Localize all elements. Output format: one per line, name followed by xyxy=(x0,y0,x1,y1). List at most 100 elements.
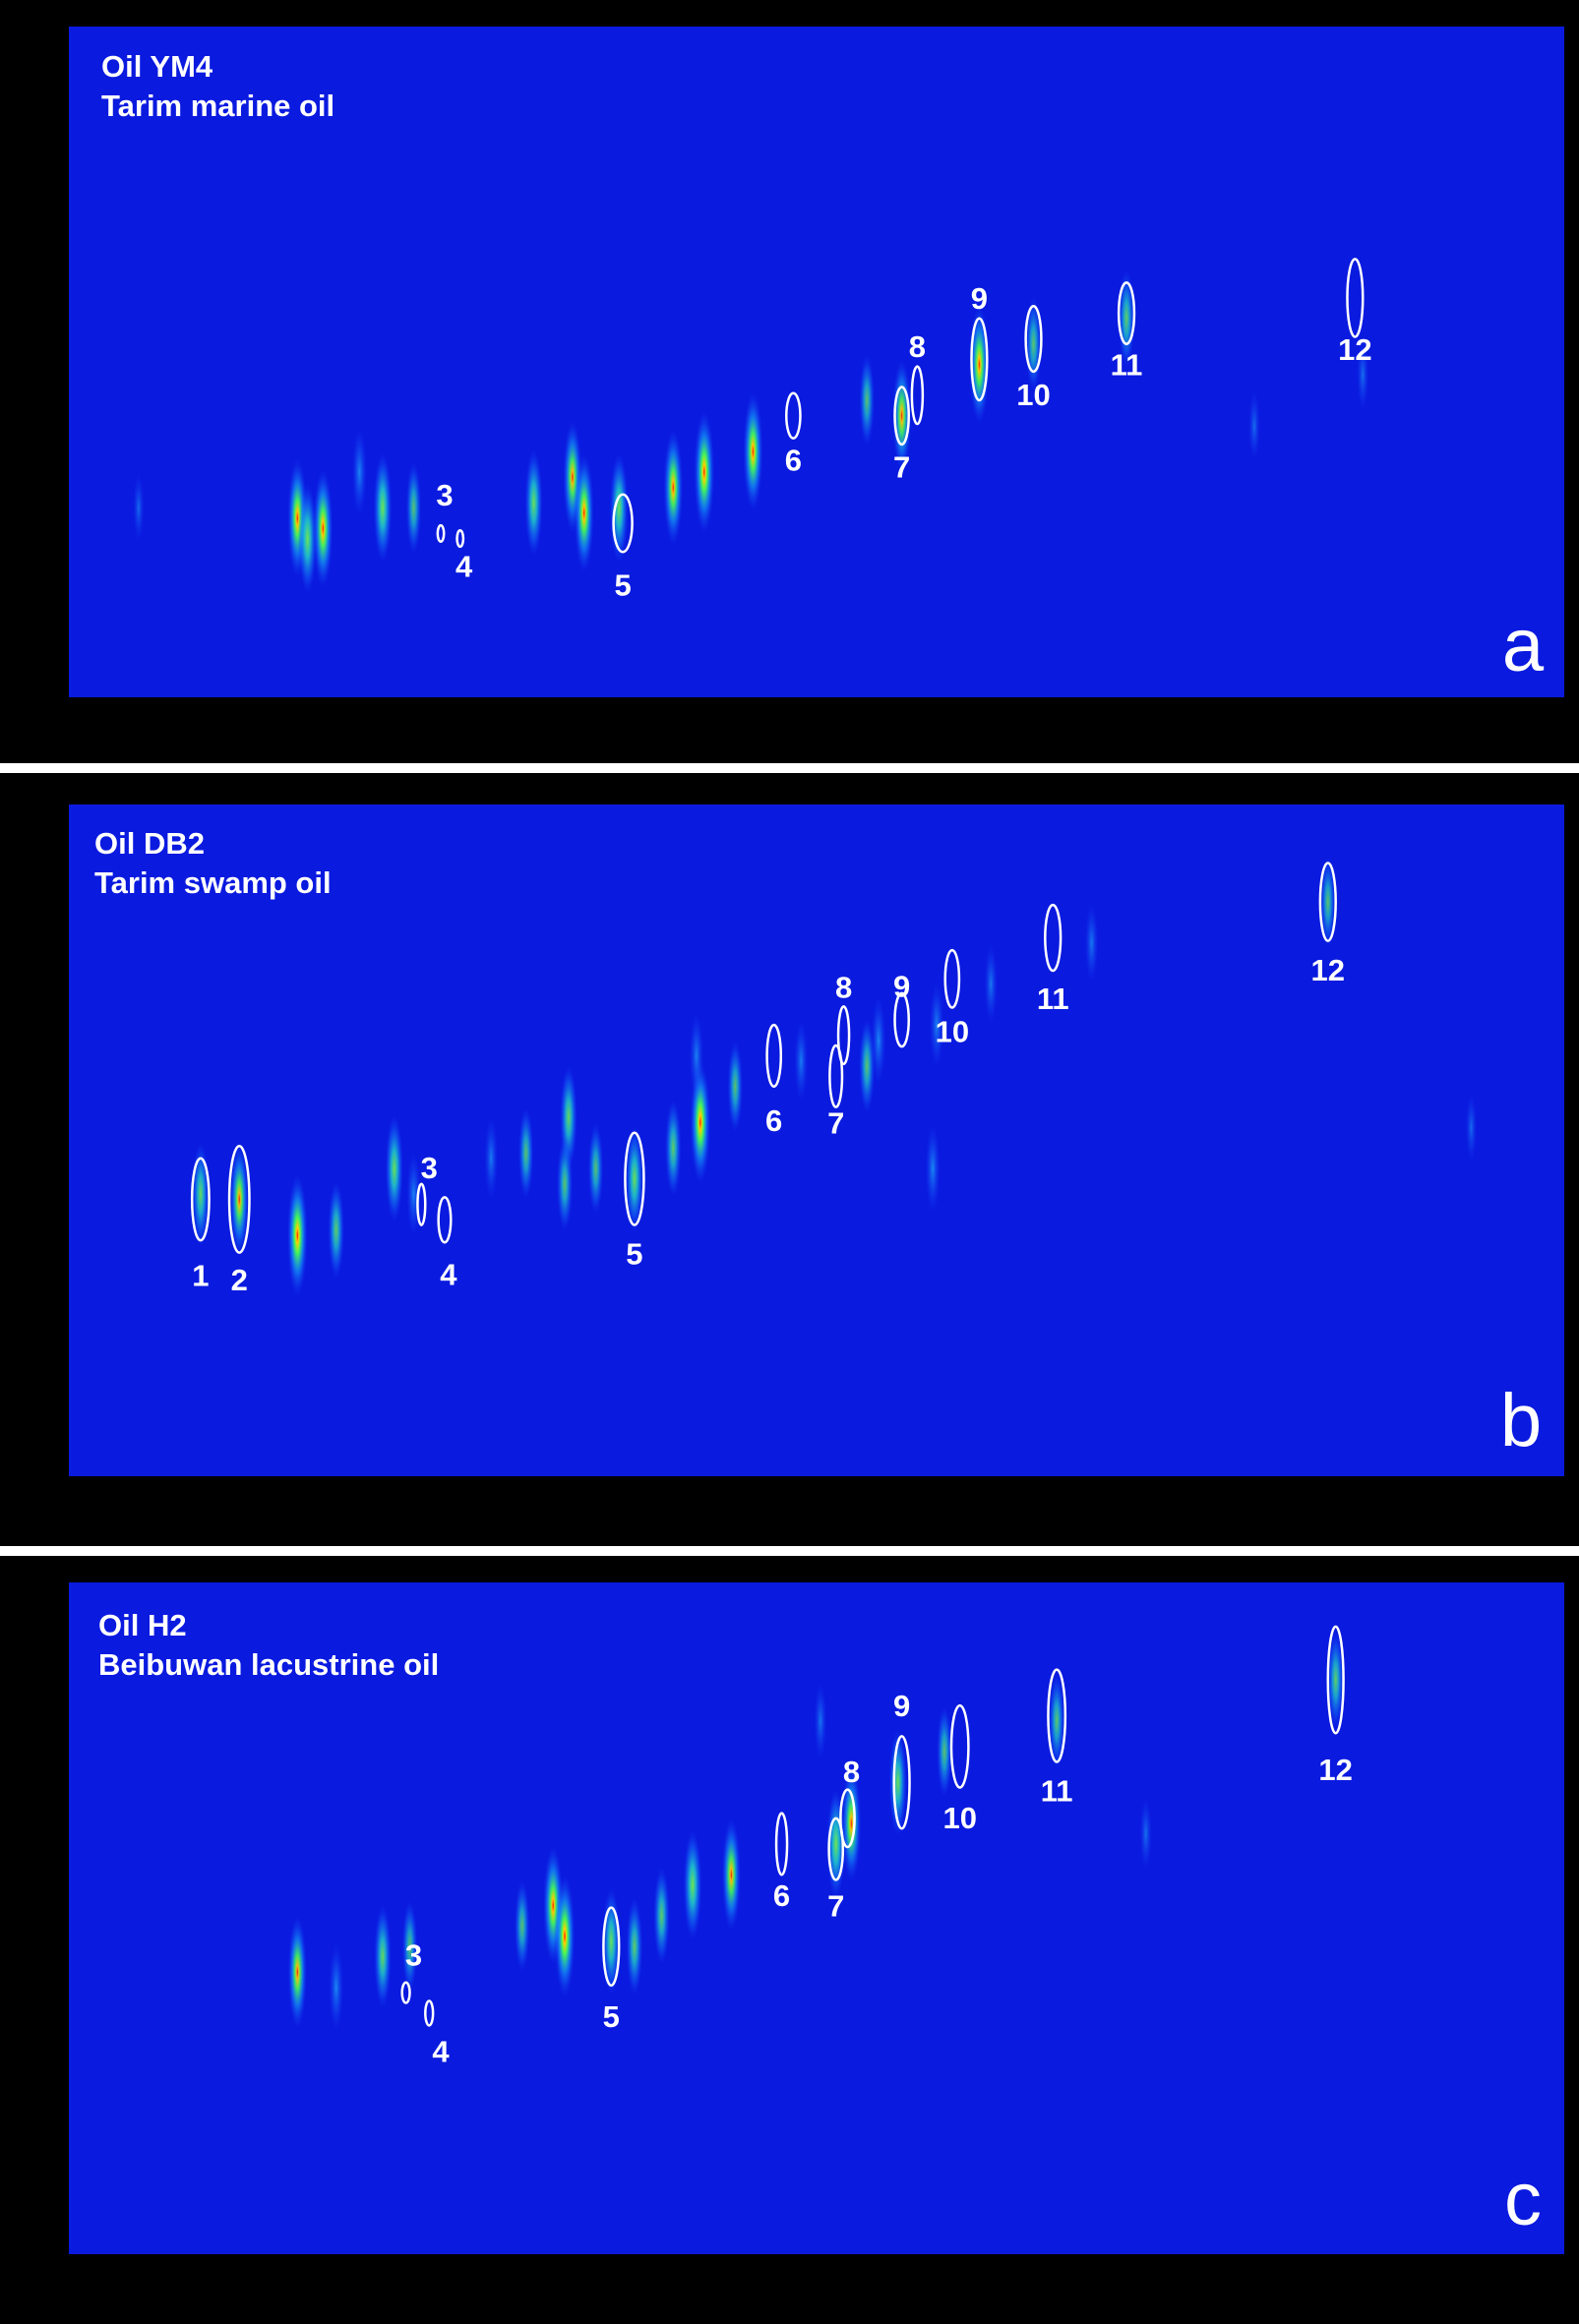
peak-blob xyxy=(689,1012,704,1100)
marks-layer: 3 4 5 6 7 8 9 10 11 12 xyxy=(436,258,1372,602)
compound-label: 11 xyxy=(1111,348,1143,383)
annotation-oil-name: Oil DB2 xyxy=(94,826,205,861)
peak-blob xyxy=(329,1942,344,2033)
peak-blob xyxy=(401,1900,418,1994)
ytick-label: 2.3 xyxy=(35,1828,60,1859)
compound-label: 4 xyxy=(455,550,473,584)
compound-label: 9 xyxy=(971,281,988,316)
compound-label: 12 xyxy=(1318,1753,1352,1787)
peak-blob xyxy=(286,1173,308,1297)
peak-blob xyxy=(683,1829,702,1940)
peak-blob xyxy=(556,1136,574,1232)
peak-blob xyxy=(859,354,875,447)
peak-blob xyxy=(554,1875,576,1998)
peak-blob xyxy=(626,1897,643,1996)
xtick-labels: 46.9 55.2333 63.5667 xyxy=(53,716,1404,741)
peak-blob xyxy=(888,1728,907,1837)
peak-blob xyxy=(524,448,543,557)
panel-separator xyxy=(0,763,1579,773)
xtick-label: 55.2333 xyxy=(679,1493,758,1518)
peak-blob xyxy=(373,452,393,564)
chart-header: Masses: 148 xyxy=(728,779,851,804)
compound-label: 3 xyxy=(421,1151,438,1185)
peak-blob xyxy=(743,391,763,512)
panel-separator xyxy=(0,1546,1579,1556)
compound-marker-ellipse xyxy=(893,386,910,447)
peak-blob xyxy=(298,483,317,594)
peak-blob xyxy=(287,1915,307,2030)
compound-label: 4 xyxy=(440,1258,457,1292)
peak-blob xyxy=(405,461,422,555)
compound-marker-ellipse xyxy=(765,1023,783,1089)
peak-blob xyxy=(374,1904,392,2009)
ytick-label: 1.9 xyxy=(35,683,60,713)
x-axis-label: 1st Dismension(min) xyxy=(694,2295,891,2320)
peak-blob xyxy=(925,1123,941,1214)
chart-panel-b: Masses: 148 1.9 2.1 2.3 2.5 2st Dismensi… xyxy=(0,773,1579,1546)
compound-marker-ellipse xyxy=(970,317,989,402)
y-axis-label: 2st Dismension(sec) xyxy=(5,272,27,450)
compound-marker-ellipse xyxy=(892,1735,911,1830)
compound-marker-ellipse xyxy=(190,1157,211,1242)
x-axis-label: 1st Dismension(min) xyxy=(694,740,891,764)
xtick-label: 46.9 xyxy=(53,2270,95,2294)
peak-blob xyxy=(794,1019,809,1102)
compound-label: 3 xyxy=(436,478,453,512)
compound-marker-ellipse xyxy=(400,1981,411,2004)
compound-marker-ellipse xyxy=(602,1906,621,1988)
peak-blob xyxy=(1049,1673,1065,1769)
plot-area xyxy=(69,804,1564,1476)
ytick-label: 2.1 xyxy=(35,477,60,507)
compound-marker-ellipse xyxy=(774,1812,789,1877)
xtick-label: 46.9 xyxy=(53,716,95,741)
annotation-oil-type: Tarim swamp oil xyxy=(94,865,332,900)
x-axis-label: 1st Dismension(min) xyxy=(694,1517,891,1541)
peak-blob xyxy=(653,1866,670,1965)
plot-area xyxy=(69,27,1564,697)
peak-blob xyxy=(871,995,886,1086)
compound-marker-ellipse xyxy=(436,523,446,543)
compound-label: 12 xyxy=(1338,332,1371,367)
ytick-label: 2.5 xyxy=(35,67,60,97)
ytick-labels: 1.9 2.1 2.3 2.5 xyxy=(35,844,60,1491)
compound-label: 6 xyxy=(773,1878,790,1913)
peak-blob xyxy=(514,1879,530,1973)
ytick-labels: 1.9 2.1 2.3 2.5 xyxy=(35,67,60,713)
peak-blob xyxy=(625,1124,644,1233)
compound-marker-ellipse xyxy=(612,493,634,554)
peak-blob xyxy=(937,1705,952,1798)
peak-blob xyxy=(984,943,999,1025)
ytick-labels: 1.9 2.1 2.3 2.5 xyxy=(35,1623,60,2270)
peak-blob xyxy=(484,1116,499,1200)
ytick-label: 2.1 xyxy=(35,1255,60,1285)
compound-marker-ellipse xyxy=(1047,1668,1067,1763)
peak-blob xyxy=(328,1180,345,1280)
compound-marker-ellipse xyxy=(1326,1625,1345,1735)
compound-marker-ellipse xyxy=(785,391,802,440)
y-axis-label: 2st Dismension(sec) xyxy=(5,1828,27,2006)
peak-blob xyxy=(929,982,944,1068)
compound-marker-ellipse xyxy=(836,1005,851,1066)
compound-label: 12 xyxy=(1311,953,1345,987)
compound-label: 8 xyxy=(909,329,926,364)
peak-blob xyxy=(859,1018,876,1114)
ytick-label: 2.5 xyxy=(35,844,60,874)
peak-blob xyxy=(694,410,715,534)
compound-label: 5 xyxy=(614,567,631,602)
compound-label: 8 xyxy=(835,971,852,1005)
compound-marker-ellipse xyxy=(437,1196,453,1244)
peak-blob xyxy=(1139,1796,1152,1871)
peaks-layer xyxy=(192,856,1478,1297)
peak-blob xyxy=(1118,268,1135,368)
annotation-oil-type: Beibuwan lacustrine oil xyxy=(98,1647,439,1682)
compound-marker-ellipse xyxy=(839,1788,856,1849)
peak-blob xyxy=(665,1099,682,1198)
compound-label: 9 xyxy=(893,970,910,1004)
compound-label: 1 xyxy=(192,1259,209,1293)
compound-label: 9 xyxy=(893,1689,910,1723)
peak-blob xyxy=(1357,338,1369,411)
compound-marker-ellipse xyxy=(416,1182,427,1226)
compound-label: 8 xyxy=(843,1755,860,1789)
compound-marker-ellipse xyxy=(943,948,961,1009)
